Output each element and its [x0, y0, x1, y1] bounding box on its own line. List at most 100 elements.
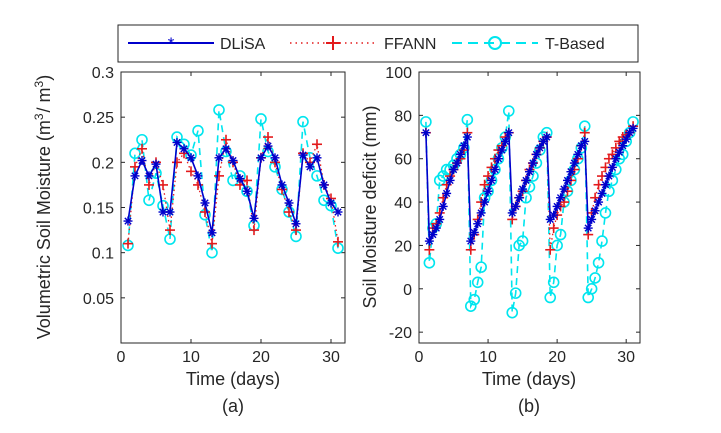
data-point-dlisa-d2: [173, 138, 181, 147]
data-point-dlisa: [590, 206, 600, 216]
data-point-dlisa: [137, 156, 147, 166]
data-point-dlisa-d2: [498, 146, 506, 154]
data-point-ffann: [579, 127, 590, 138]
data-point-dlisa: [487, 175, 497, 185]
plot-area-a: [120, 71, 346, 344]
data-point-dlisa: [214, 153, 224, 163]
data-point-tbased: [554, 228, 567, 241]
data-point-dlisa-d2: [180, 145, 188, 153]
data-point-dlisa: [480, 197, 490, 207]
data-point-dlisa-d2: [222, 145, 230, 153]
data-point-dlisa-d2: [166, 208, 174, 216]
series-line-tbased: [425, 110, 634, 313]
data-point-dlisa-d2: [271, 154, 279, 162]
data-point-dlisa-d2: [320, 181, 328, 189]
data-point-tbased: [461, 113, 474, 126]
y-tick-label: 80: [394, 108, 412, 125]
data-point-dlisa: [504, 128, 514, 138]
data-point-dlisa-d2: [619, 142, 627, 150]
data-point-dlisa: [291, 219, 301, 229]
data-point-dlisa: [535, 143, 545, 153]
data-point-ffann: [465, 244, 476, 255]
data-point-dlisa: [552, 201, 562, 211]
data-point-dlisa-d2: [556, 194, 565, 202]
y-tick-label: 0: [403, 282, 412, 299]
y-tick-label: 100: [385, 65, 412, 82]
x-tick-label: 0: [415, 349, 424, 366]
data-point-dlisa: [621, 134, 631, 144]
data-point-tbased: [599, 207, 612, 219]
legend-entry-ffann: FFANN: [290, 36, 436, 53]
data-point-dlisa: [298, 150, 308, 160]
data-point-dlisa-d2: [518, 185, 527, 193]
data-point-dlisa-d2: [292, 220, 300, 228]
data-point-dlisa-d2: [515, 194, 523, 202]
data-point-dlisa: [421, 128, 431, 138]
data-point-dlisa: [256, 153, 266, 163]
data-point-dlisa: [573, 149, 583, 159]
data-point-dlisa-d2: [313, 154, 321, 162]
data-point-dlisa: [514, 193, 524, 203]
y-axis-label-a-sup-1: 3: [32, 113, 46, 120]
data-point-dlisa: [172, 137, 182, 147]
data-point-dlisa-d2: [467, 237, 475, 245]
data-point-ffann: [137, 143, 147, 154]
data-point-dlisa-d2: [501, 137, 510, 146]
data-point-dlisa: [326, 198, 336, 208]
data-point-dlisa-d2: [494, 155, 503, 163]
data-point-dlisa: [319, 180, 329, 190]
data-point-dlisa: [618, 141, 628, 151]
data-point-ffann: [186, 166, 196, 177]
data-point-dlisa: [270, 153, 280, 163]
data-point-dlisa: [449, 165, 459, 175]
data-point-dlisa-d2: [598, 189, 606, 198]
data-point-dlisa-d2: [608, 163, 617, 172]
data-point-dlisa: [476, 208, 486, 218]
data-point-tbased: [192, 124, 204, 137]
data-point-tbased: [420, 116, 432, 128]
data-point-dlisa: [559, 184, 569, 194]
data-point-dlisa-d2: [487, 176, 496, 185]
data-point-dlisa: [235, 174, 245, 184]
data-point-dlisa: [566, 167, 576, 177]
data-point-dlisa: [597, 188, 607, 198]
y-tick-label: 0.15: [83, 201, 114, 218]
data-point-dlisa-d2: [567, 168, 575, 176]
data-point-tbased: [547, 276, 560, 289]
data-point-dlisa-d2: [327, 199, 335, 207]
data-point-dlisa: [542, 132, 552, 142]
data-point-ffann: [193, 179, 203, 190]
data-point-dlisa-d2: [512, 202, 520, 211]
data-point-dlisa-d2: [236, 174, 244, 183]
data-point-dlisa-d2: [581, 137, 589, 146]
legend-label-ffann: FFANN: [384, 36, 436, 53]
data-point-dlisa: [200, 198, 210, 208]
legend-label-dlisa: DLiSA: [220, 36, 266, 53]
data-point-dlisa-d2: [536, 144, 544, 152]
legend-entry-dlisa: * DLiSA: [128, 34, 266, 53]
data-point-dlisa: [144, 171, 154, 181]
data-point-dlisa-d2: [243, 187, 251, 195]
data-point-tbased: [471, 276, 484, 289]
legend-marker-dlisa: *: [168, 34, 175, 53]
y-tick-label: 0.3: [92, 65, 114, 82]
data-point-tbased: [297, 115, 309, 128]
data-point-dlisa-d2: [334, 208, 342, 216]
data-point-tbased: [475, 261, 487, 273]
x-axis-label-b: Time (days): [482, 369, 576, 389]
data-point-dlisa-d2: [124, 217, 132, 225]
data-point-dlisa: [130, 171, 140, 181]
data-point-dlisa: [466, 236, 476, 246]
data-point-dlisa: [221, 144, 231, 154]
chart-panel-a: 0 10 20 30 0.05 0.1 0.15 0.2 0.25 0.3 Time (days…: [32, 65, 346, 416]
data-point-dlisa-d2: [491, 165, 499, 174]
data-point-dlisa: [580, 136, 590, 146]
data-point-dlisa: [497, 145, 507, 155]
x-axis-ticks-b: 0 10 20 30: [415, 72, 635, 366]
data-point-dlisa-d2: [422, 129, 430, 137]
data-point-ffann: [165, 225, 175, 236]
data-point-dlisa: [179, 144, 189, 154]
data-point-tbased: [464, 300, 477, 312]
y-axis-label-a-part-2: / m: [34, 87, 54, 112]
